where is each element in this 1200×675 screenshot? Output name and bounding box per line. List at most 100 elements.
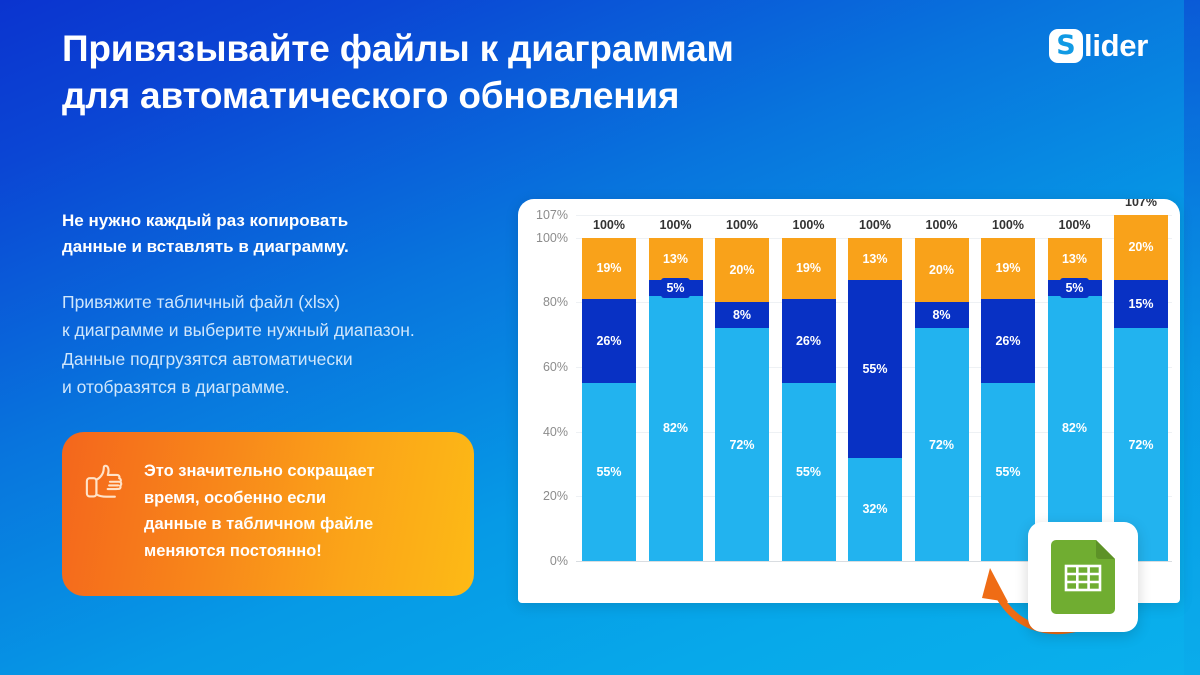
chart-bar-segment-label: 19% xyxy=(795,261,822,276)
chart-bar-segment-label: 82% xyxy=(1061,421,1088,436)
chart-gridline xyxy=(576,215,1172,216)
chart-bar-segment-light-blue: 55% xyxy=(582,383,636,561)
chart-y-tick-label: 40% xyxy=(542,424,568,439)
chart-bar-segment-dark-blue: 26% xyxy=(781,299,836,384)
chart-bar-segment-label: 5% xyxy=(1060,277,1089,298)
callout-line-4: меняются постоянно! xyxy=(144,542,322,561)
chart-bar-segment-light-blue: 55% xyxy=(981,383,1035,561)
chart-bar-segment-label: 26% xyxy=(596,334,622,349)
chart-bar-total-label: 100% xyxy=(992,217,1024,232)
body-line-1: Привяжите табличный файл (xlsx) xyxy=(62,292,341,312)
chart-bar-segment-label: 72% xyxy=(729,437,755,452)
attached-file-card[interactable] xyxy=(1028,522,1138,632)
chart-bar-segment-orange: 13% xyxy=(648,237,703,280)
chart-bar-column[interactable]: 100% 20% 8% 72% xyxy=(914,215,969,561)
chart-bar-segment-dark-blue: 8% xyxy=(715,302,769,329)
chart-bar-segment-label: 20% xyxy=(928,262,955,277)
chart-bar-total-label: 100% xyxy=(859,217,891,232)
body-line-2: к диаграмме и выберите нужный диапазон. xyxy=(62,320,415,341)
chart-bar-segment-orange: 20% xyxy=(1114,215,1168,280)
chart-bar-column[interactable]: 100% 19% 26% 55% xyxy=(981,215,1035,561)
callout-line-1: Это значительно сокращает xyxy=(144,462,375,480)
chart-bar-segment-orange: 20% xyxy=(914,237,969,303)
right-edge-strip xyxy=(1184,0,1200,675)
body-line-4: и отобразятся в диаграмме. xyxy=(62,377,290,398)
chart-bar-segment-label: 72% xyxy=(1128,437,1154,452)
chart-bar-total-label: 100% xyxy=(792,217,825,232)
chart-y-tick-label: 20% xyxy=(542,489,568,504)
highlight-callout: Это значительно сокращает время, особенн… xyxy=(62,432,474,596)
chart-bar-column[interactable]: 100% 13% 55% 32% xyxy=(848,215,902,561)
chart-bar-segment-light-blue: 72% xyxy=(715,328,769,561)
chart-bar-segment-label: 8% xyxy=(932,308,951,323)
callout-line-2: время, особенно если xyxy=(144,488,327,507)
chart-bar-segment-orange: 20% xyxy=(715,237,769,303)
chart-bar-segment-light-blue: 72% xyxy=(914,328,969,561)
chart-bar-segment-label: 20% xyxy=(729,262,755,277)
chart-bar-segment-label: 15% xyxy=(1128,296,1154,311)
chart-bar-segment-label: 8% xyxy=(732,308,752,323)
chart-bar-column[interactable]: 100% 19% 26% 55% xyxy=(781,215,836,561)
brand-logo[interactable]: S lider xyxy=(1049,27,1148,65)
chart-bar-column[interactable]: 100% 13% 5% 82% xyxy=(1047,215,1102,561)
chart-baseline xyxy=(576,561,1172,562)
chart-bar-segment-light-blue: 82% xyxy=(1047,295,1102,561)
chart-bar-segment-label: 55% xyxy=(862,361,888,376)
chart-bar-total-label: 107% xyxy=(1125,199,1157,209)
chart-bar-segment-label: 82% xyxy=(662,421,689,436)
chart-bar-total-label: 100% xyxy=(593,217,625,232)
page-title: Привязывайте файлы к диаграммам для авто… xyxy=(62,26,822,120)
chart-y-tick-label: 107% xyxy=(536,208,568,222)
body-line-3: Данные подгрузятся автоматически xyxy=(62,348,353,369)
chart-bar-segment-label: 26% xyxy=(995,334,1021,349)
chart-bar-segment-label: 13% xyxy=(1061,251,1088,266)
chart-card[interactable]: 107% 100% 80% 60% 40% 20% 0% 100% 19% 26% 55% 100%… xyxy=(518,199,1180,603)
chart-bar-segment-label: 5% xyxy=(661,277,690,298)
chart-y-tick-label: 100% xyxy=(536,230,568,245)
chart-bar-total-label: 100% xyxy=(925,217,958,232)
chart-bar-column[interactable]: 107% 20% 15% 72% xyxy=(1114,199,1168,561)
chart-bar-segment-label: 13% xyxy=(662,251,689,266)
chart-bar-segment-dark-blue: 8% xyxy=(914,302,969,329)
chart-bar-total-label: 100% xyxy=(659,217,692,232)
lead-line-2: данные и вставлять в диаграмму. xyxy=(62,237,349,257)
chart-bar-segment-label: 26% xyxy=(795,334,822,349)
thumbs-up-icon xyxy=(85,464,123,498)
chart-bar-segment-light-blue: 32% xyxy=(848,457,902,561)
chart-bar-segment-label: 32% xyxy=(862,502,888,517)
chart-bar-segment-label: 55% xyxy=(995,465,1021,480)
chart-bar-segment-dark-blue: 26% xyxy=(981,299,1035,384)
page-title-line-2: для автоматического обновления xyxy=(62,74,680,116)
chart-bar-segment-dark-blue: 5% xyxy=(1047,277,1102,298)
callout-line-3: данные в табличном файле xyxy=(144,515,374,534)
chart-plot-area: 107% 100% 80% 60% 40% 20% 0% 100% 19% 26% 55% 100%… xyxy=(536,199,1172,568)
chart-bar-segment-dark-blue: 55% xyxy=(848,279,902,458)
chart-bar-total-label: 100% xyxy=(726,217,758,232)
chart-bar-segment-label: 55% xyxy=(795,465,822,480)
chart-bars: 100% 19% 26% 55% 100% 13% 5% 82% 100% 20% 8% 72% 100… xyxy=(576,199,1172,561)
chart-bar-column[interactable]: 100% 13% 5% 82% xyxy=(648,215,703,561)
chart-bar-segment-label: 19% xyxy=(596,261,622,276)
logo-badge-icon: S xyxy=(1049,29,1084,63)
logo-wordmark: lider xyxy=(1084,28,1148,63)
chart-bar-column[interactable]: 100% 19% 26% 55% xyxy=(582,215,636,561)
chart-y-tick-label: 60% xyxy=(542,359,568,374)
chart-bar-segment-orange: 19% xyxy=(781,237,836,300)
chart-bar-segment-dark-blue: 26% xyxy=(582,299,636,384)
chart-bar-segment-orange: 19% xyxy=(981,237,1035,300)
lead-paragraph: Не нужно каждый раз копировать данные и … xyxy=(62,208,462,261)
lead-line-1: Не нужно каждый раз копировать xyxy=(62,211,349,230)
chart-bar-segment-label: 13% xyxy=(862,251,888,266)
spreadsheet-file-icon xyxy=(1051,540,1115,614)
chart-bar-segment-label: 72% xyxy=(928,437,955,452)
page-title-line-1: Привязывайте файлы к диаграммам xyxy=(62,28,734,69)
chart-bar-total-label: 100% xyxy=(1058,217,1091,232)
chart-bar-segment-label: 20% xyxy=(1128,240,1154,255)
chart-bar-column[interactable]: 100% 20% 8% 72% xyxy=(715,215,769,561)
chart-y-tick-label: 80% xyxy=(542,295,568,310)
chart-bar-segment-dark-blue: 5% xyxy=(648,277,703,298)
callout-text: Это значительно сокращает время, особенн… xyxy=(144,458,375,565)
chart-bar-segment-dark-blue: 15% xyxy=(1114,279,1168,329)
chart-bar-segment-light-blue: 55% xyxy=(781,383,836,561)
